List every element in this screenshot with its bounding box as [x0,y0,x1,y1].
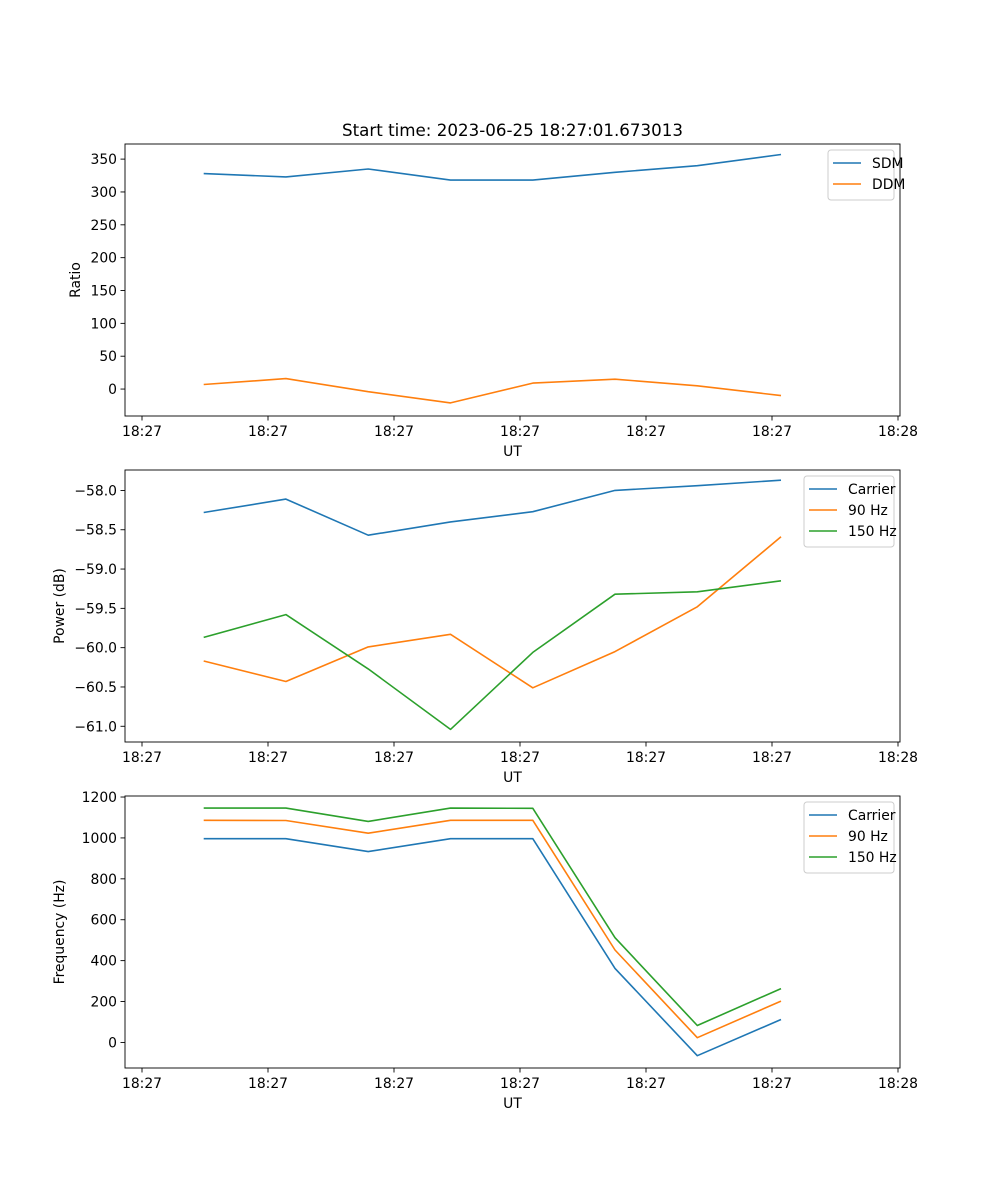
axes-frame [124,795,901,1069]
x-tick-label: 18:27 [374,1076,414,1092]
y-tick-label: −60.0 [74,641,117,657]
y-tick-label: 1000 [82,831,117,847]
y-tick-label: 50 [99,349,117,365]
y-tick-label: 0 [108,1035,117,1051]
x-tick-label: 18:27 [626,1076,666,1092]
x-tick-label: 18:27 [122,424,162,440]
y-tick-label: 200 [90,995,117,1011]
y-axis-label: Power (dB) [52,568,68,644]
chart-title: Start time: 2023-06-25 18:27:01.673013 [342,120,683,140]
y-tick-label: 400 [90,954,117,970]
x-tick-label: 18:28 [878,1076,918,1092]
x-tick-label: 18:27 [752,750,792,766]
legend-label: 90 Hz [848,829,888,845]
series-line-1 [203,837,782,1057]
series-line-2 [203,536,782,689]
x-tick-label: 18:27 [248,1076,288,1092]
legend-label: 90 Hz [848,503,888,519]
x-tick-label: 18:27 [500,424,540,440]
y-tick-label: 300 [90,185,117,201]
x-axis-label: UT [503,1096,522,1112]
series-line-3 [203,580,782,731]
legend: SDM DDM [827,149,905,201]
legend-box [803,475,895,548]
x-axis-label: UT [503,770,522,786]
y-tick-label: 0 [108,382,117,398]
legend-label: 150 Hz [848,524,897,540]
x-tick-label: 18:27 [626,750,666,766]
y-tick-label: 800 [90,872,117,888]
x-tick-label: 18:27 [752,1076,792,1092]
y-tick-label: −60.5 [74,680,117,696]
x-tick-label: 18:27 [500,750,540,766]
series-line-3 [203,807,782,1027]
axes-frame [124,469,901,743]
legend-label: Carrier [848,482,896,498]
series-line-2 [203,377,782,404]
x-tick-label: 18:27 [752,424,792,440]
y-tick-label: −58.0 [74,483,117,499]
x-tick-label: 18:27 [374,424,414,440]
subplot-2: 18:27 18:27 18:27 18:27 18:27 18:27 18:28 −58.0… [52,469,918,786]
subplot-3: 18:27 18:27 18:27 18:27 18:27 18:27 18:28 0 200 4… [52,790,918,1112]
y-tick-label: −61.0 [74,719,117,735]
legend: Carrier 90 Hz 150 Hz [803,475,897,548]
axes-frame [124,143,901,417]
x-tick-label: 18:27 [500,1076,540,1092]
legend-label: Carrier [848,808,896,824]
series-line-1 [203,153,782,181]
y-tick-label: −58.5 [74,523,117,539]
charts-group: 18:27 18:27 18:27 18:27 18:27 18:27 18:28 0 50 10… [52,143,918,1112]
series-line-2 [203,819,782,1039]
x-tick-label: 18:28 [878,424,918,440]
x-tick-label: 18:28 [878,750,918,766]
x-tick-label: 18:27 [626,424,666,440]
y-axis-label: Frequency (Hz) [52,880,68,985]
legend-label: 150 Hz [848,850,897,866]
x-tick-label: 18:27 [122,750,162,766]
y-tick-label: 250 [90,218,117,234]
y-axis-label: Ratio [68,262,84,298]
x-tick-label: 18:27 [248,750,288,766]
legend-label: DDM [872,177,905,193]
series-line-1 [203,479,782,537]
x-axis-label: UT [503,444,522,460]
legend: Carrier 90 Hz 150 Hz [803,801,897,874]
y-tick-label: 1200 [82,790,117,806]
x-tick-label: 18:27 [248,424,288,440]
legend-box [803,801,895,874]
x-tick-label: 18:27 [122,1076,162,1092]
y-tick-label: 200 [90,251,117,267]
y-tick-label: 600 [90,913,117,929]
subplot-1: 18:27 18:27 18:27 18:27 18:27 18:27 18:28 0 50 10… [68,143,918,460]
y-tick-label: 100 [90,316,117,332]
x-tick-label: 18:27 [374,750,414,766]
y-tick-label: 350 [90,152,117,168]
y-tick-label: −59.0 [74,562,117,578]
y-tick-label: −59.5 [74,601,117,617]
y-tick-label: 150 [90,284,117,300]
legend-label: SDM [872,156,904,172]
